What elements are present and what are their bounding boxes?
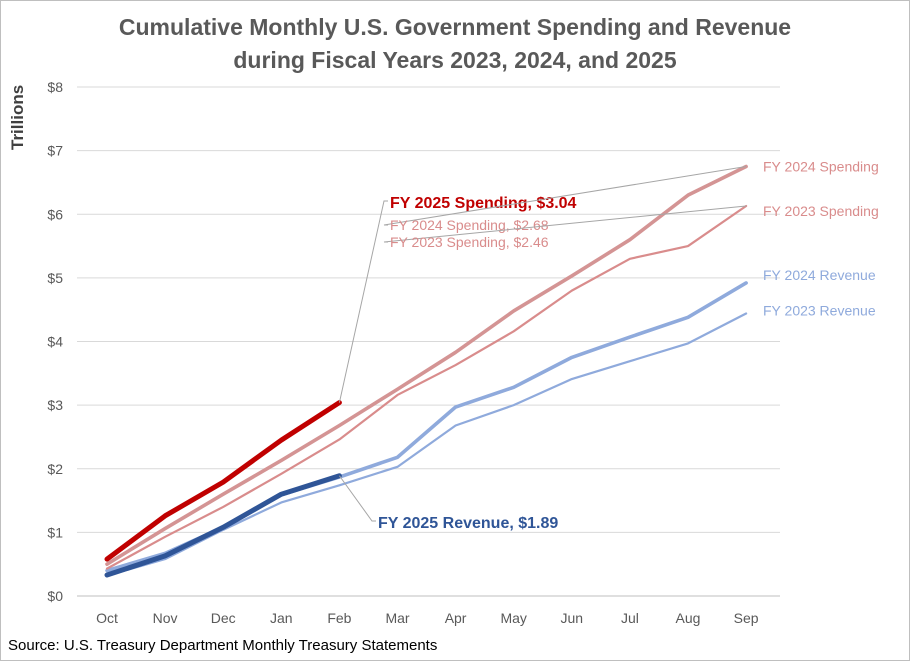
x-tick-label: Jan — [270, 610, 293, 626]
leader-line-fy-2024-spending — [383, 166, 747, 226]
x-tick-label: Dec — [211, 610, 236, 626]
x-tick-label: Jul — [621, 610, 639, 626]
y-tick-label: $8 — [47, 79, 63, 95]
y-tick-label: $2 — [47, 461, 63, 477]
x-tick-labels: Oct Nov Dec Jan Feb Mar Apr May Jun Jul Aug Sep — [96, 610, 759, 626]
end-label-fy-2024-revenue: FY 2024 Revenue — [763, 267, 876, 283]
end-label-fy-2023-revenue: FY 2023 Revenue — [763, 303, 876, 319]
leader-line-fy-2023-spending — [383, 205, 747, 243]
leader-line-fy-2025-spending — [338, 200, 388, 403]
y-tick-label: $1 — [47, 524, 63, 540]
x-tick-label: May — [500, 610, 526, 626]
y-tick-label: $4 — [47, 334, 63, 350]
series-line-fy-2024-spending — [105, 164, 748, 566]
x-tick-label: Jun — [561, 610, 584, 626]
chart-title-line1: Cumulative Monthly U.S. Government Spend… — [118, 14, 792, 40]
x-tick-label: Sep — [734, 610, 759, 626]
series-lines — [104, 164, 748, 578]
end-label-fy-2024-spending: FY 2024 Spending — [763, 159, 879, 175]
x-tick-label: Nov — [153, 610, 178, 626]
leader-line-fy-2025-revenue — [338, 475, 376, 522]
chart-title-line2: during Fiscal Years 2023, 2024, and 2025 — [233, 47, 677, 73]
y-tick-labels: $0 $1 $2 $3 $4 $5 $6 $7 $8 — [47, 79, 63, 604]
y-tick-label: $0 — [47, 588, 63, 604]
gridlines — [77, 86, 780, 597]
x-tick-label: Apr — [445, 610, 467, 626]
annotation-fy-2024-spending: FY 2024 Spending, $2.68 — [390, 217, 549, 233]
y-tick-label: $5 — [47, 270, 63, 286]
annotation-fy-2025-spending: FY 2025 Spending, $3.04 — [390, 195, 577, 212]
x-tick-label: Oct — [96, 610, 118, 626]
x-tick-label: Aug — [676, 610, 701, 626]
x-tick-label: Mar — [385, 610, 409, 626]
annotation-fy-2023-spending: FY 2023 Spending, $2.46 — [390, 234, 549, 250]
source-note: Source: U.S. Treasury Department Monthly… — [8, 637, 438, 654]
annotation-fy-2025-revenue: FY 2025 Revenue, $1.89 — [378, 515, 558, 532]
end-label-fy-2023-spending: FY 2023 Spending — [763, 203, 879, 219]
annotations: FY 2024 Spending FY 2023 Spending FY 2024 … — [338, 159, 879, 532]
y-tick-label: $7 — [47, 143, 63, 159]
x-tick-label: Feb — [327, 610, 351, 626]
y-tick-label: $3 — [47, 397, 63, 413]
series-line-fy-2023-spending — [105, 204, 748, 570]
y-tick-label: $6 — [47, 206, 63, 222]
series-line-fy-2025-spending — [104, 400, 342, 562]
